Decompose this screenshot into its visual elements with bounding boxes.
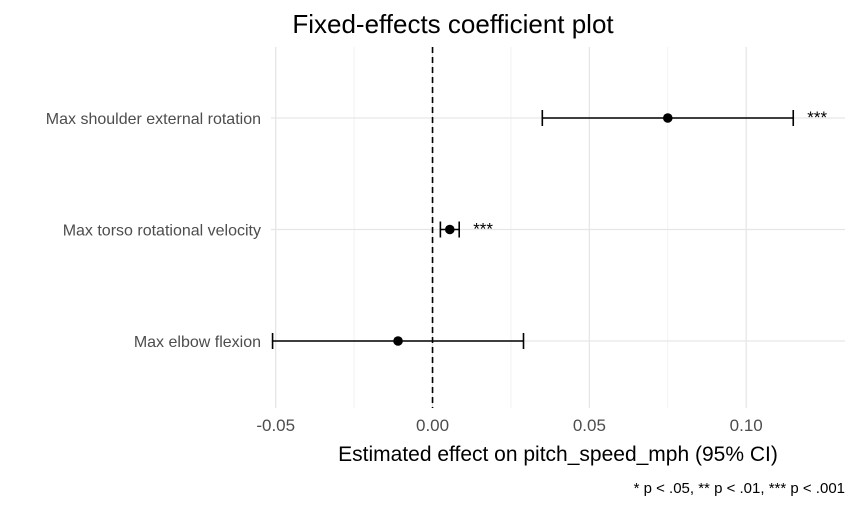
estimate-point: [662, 113, 673, 123]
x-tick-label: 0.10: [730, 416, 763, 435]
y-axis-labels: Max shoulder external rotation Max torso …: [46, 111, 261, 351]
estimate-point: [393, 336, 403, 346]
term-label: Max shoulder external rotation: [46, 111, 261, 128]
significance-caption: * p < .05, ** p < .01, *** p < .001: [634, 480, 845, 497]
x-axis-tick-labels: -0.05 0.00 0.05 0.10: [256, 416, 762, 435]
x-tick-label: -0.05: [256, 416, 295, 435]
coefficient-marks: *** ***: [271, 108, 827, 349]
term-label: Max torso rotational velocity: [63, 223, 261, 240]
x-axis-label: Estimated effect on pitch_speed_mph (95%…: [338, 443, 778, 466]
term-label: Max elbow flexion: [134, 334, 261, 351]
x-tick-label: 0.05: [573, 416, 606, 435]
chart-title: Fixed-effects coefficient plot: [292, 9, 614, 39]
estimate-point: [444, 224, 455, 235]
x-tick-label: 0.00: [416, 416, 449, 435]
grid: [271, 47, 845, 408]
significance-stars: ***: [473, 220, 493, 239]
significance-stars: ***: [807, 108, 827, 127]
